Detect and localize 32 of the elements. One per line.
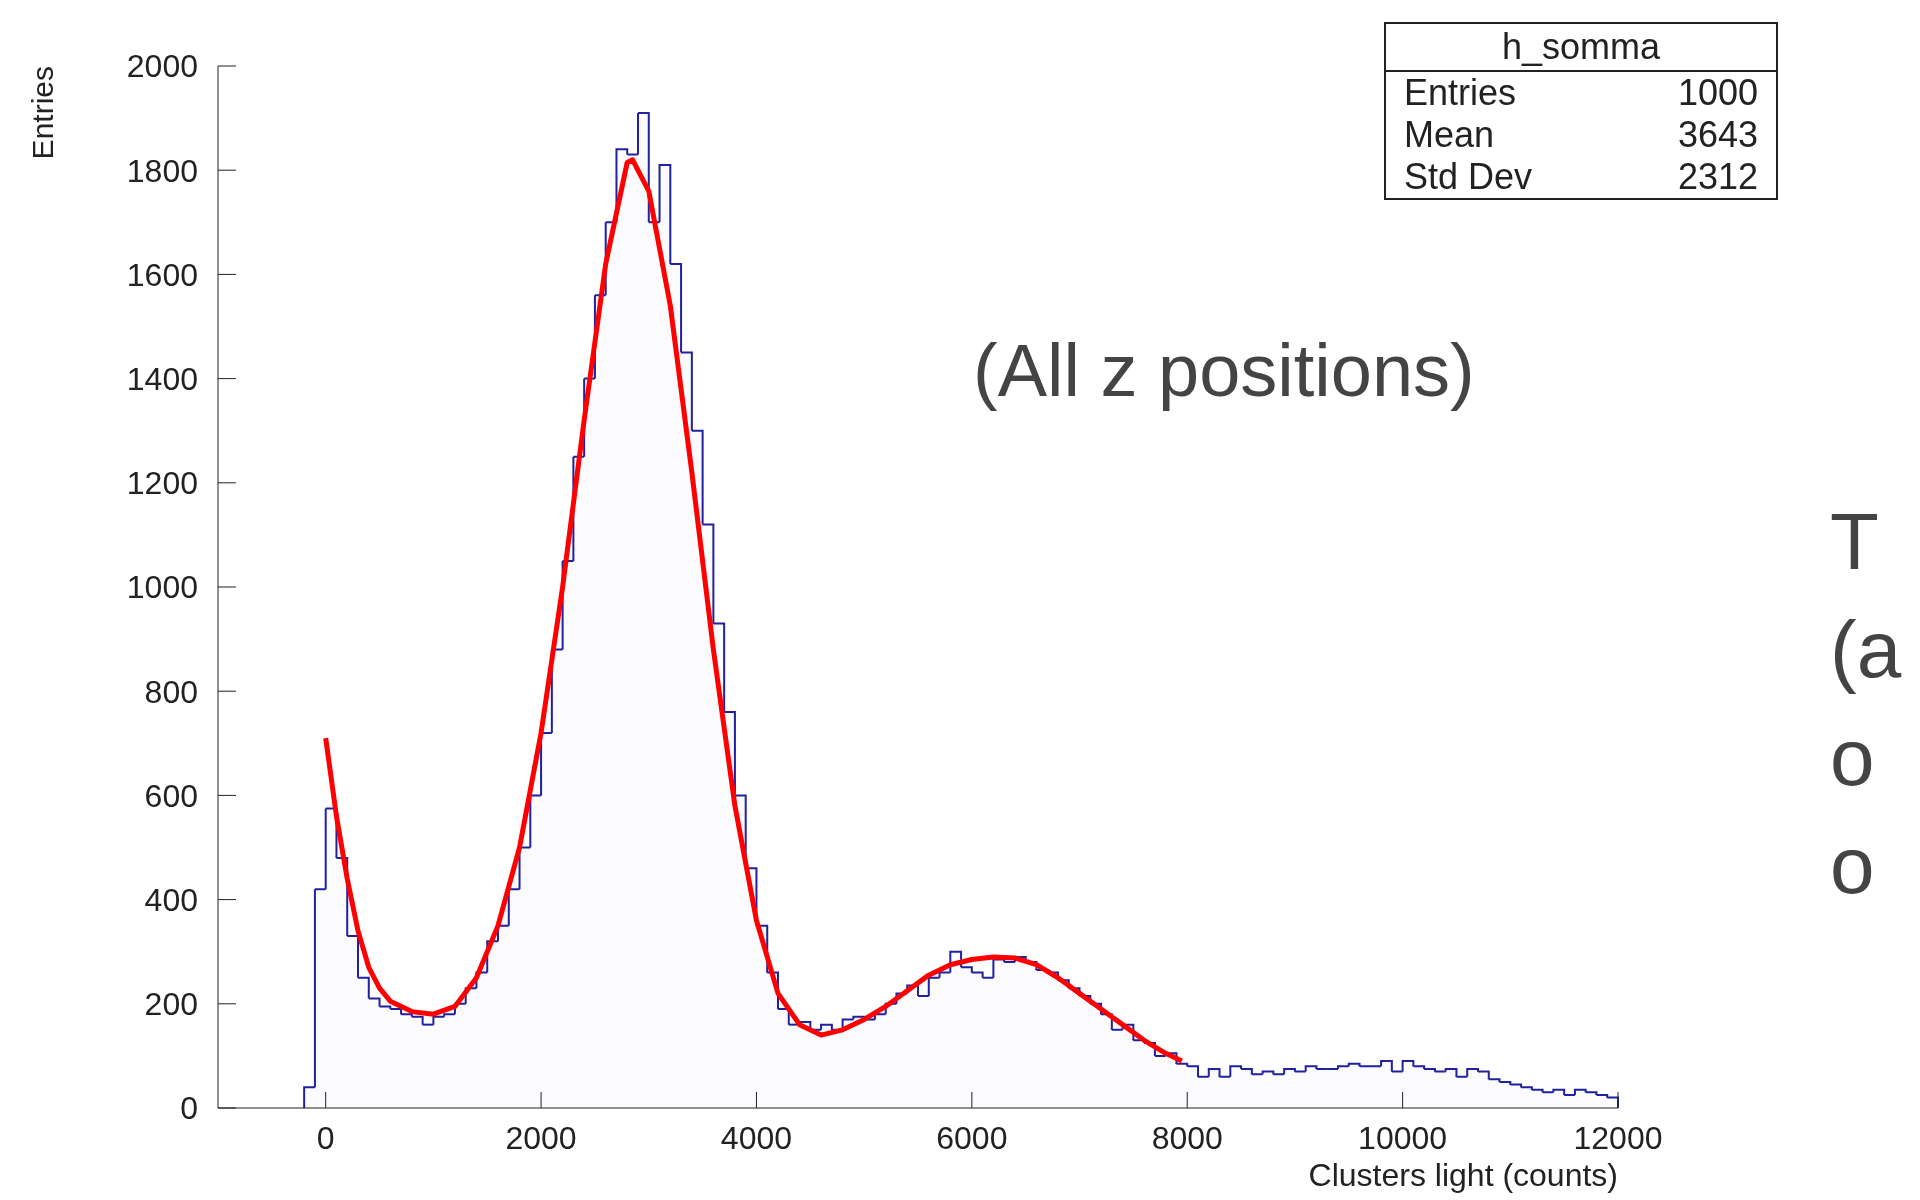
y-tick-label: 600 — [144, 777, 198, 814]
y-tick-label: 400 — [144, 881, 198, 918]
annotation: Entries — [1404, 72, 1517, 114]
x-tick-label: 10000 — [1358, 1119, 1448, 1156]
y-tick-label: 2000 — [126, 48, 198, 85]
y-tick-label: 1400 — [126, 360, 198, 397]
text: 2312 — [1677, 156, 1758, 198]
y-tick-label: 1800 — [126, 152, 198, 189]
y-tick-label: 1000 — [126, 569, 198, 606]
y-tick-label: 1600 — [126, 256, 198, 293]
annotation: h_somma — [1386, 24, 1776, 72]
text: (a — [1830, 604, 1902, 696]
x-tick-label: 6000 — [936, 1119, 1008, 1156]
annotation: (All z positions) — [973, 328, 1475, 413]
x-tick-label: 4000 — [720, 1119, 793, 1156]
text: 1000 — [1677, 72, 1758, 114]
annotation: Mean — [1404, 114, 1495, 156]
x-tick-label: 2000 — [505, 1119, 577, 1156]
x-axis-title: Clusters light (counts) — [1308, 1157, 1618, 1193]
y-tick-label: 800 — [144, 673, 198, 710]
y-tick-label: 0 — [180, 1090, 198, 1127]
x-tick-label: 8000 — [1151, 1119, 1223, 1156]
y-tick-label: 200 — [144, 986, 198, 1023]
y-tick-label: 1200 — [126, 465, 198, 502]
text: o — [1830, 712, 1876, 804]
text: 3643 — [1677, 114, 1758, 156]
annotation: Std Dev — [1404, 156, 1533, 198]
text: T — [1830, 496, 1880, 588]
text: o — [1830, 820, 1876, 912]
x-tick-label: 12000 — [1573, 1119, 1663, 1156]
y-axis-title: Entries — [26, 66, 59, 160]
x-tick-label: 0 — [316, 1119, 335, 1156]
